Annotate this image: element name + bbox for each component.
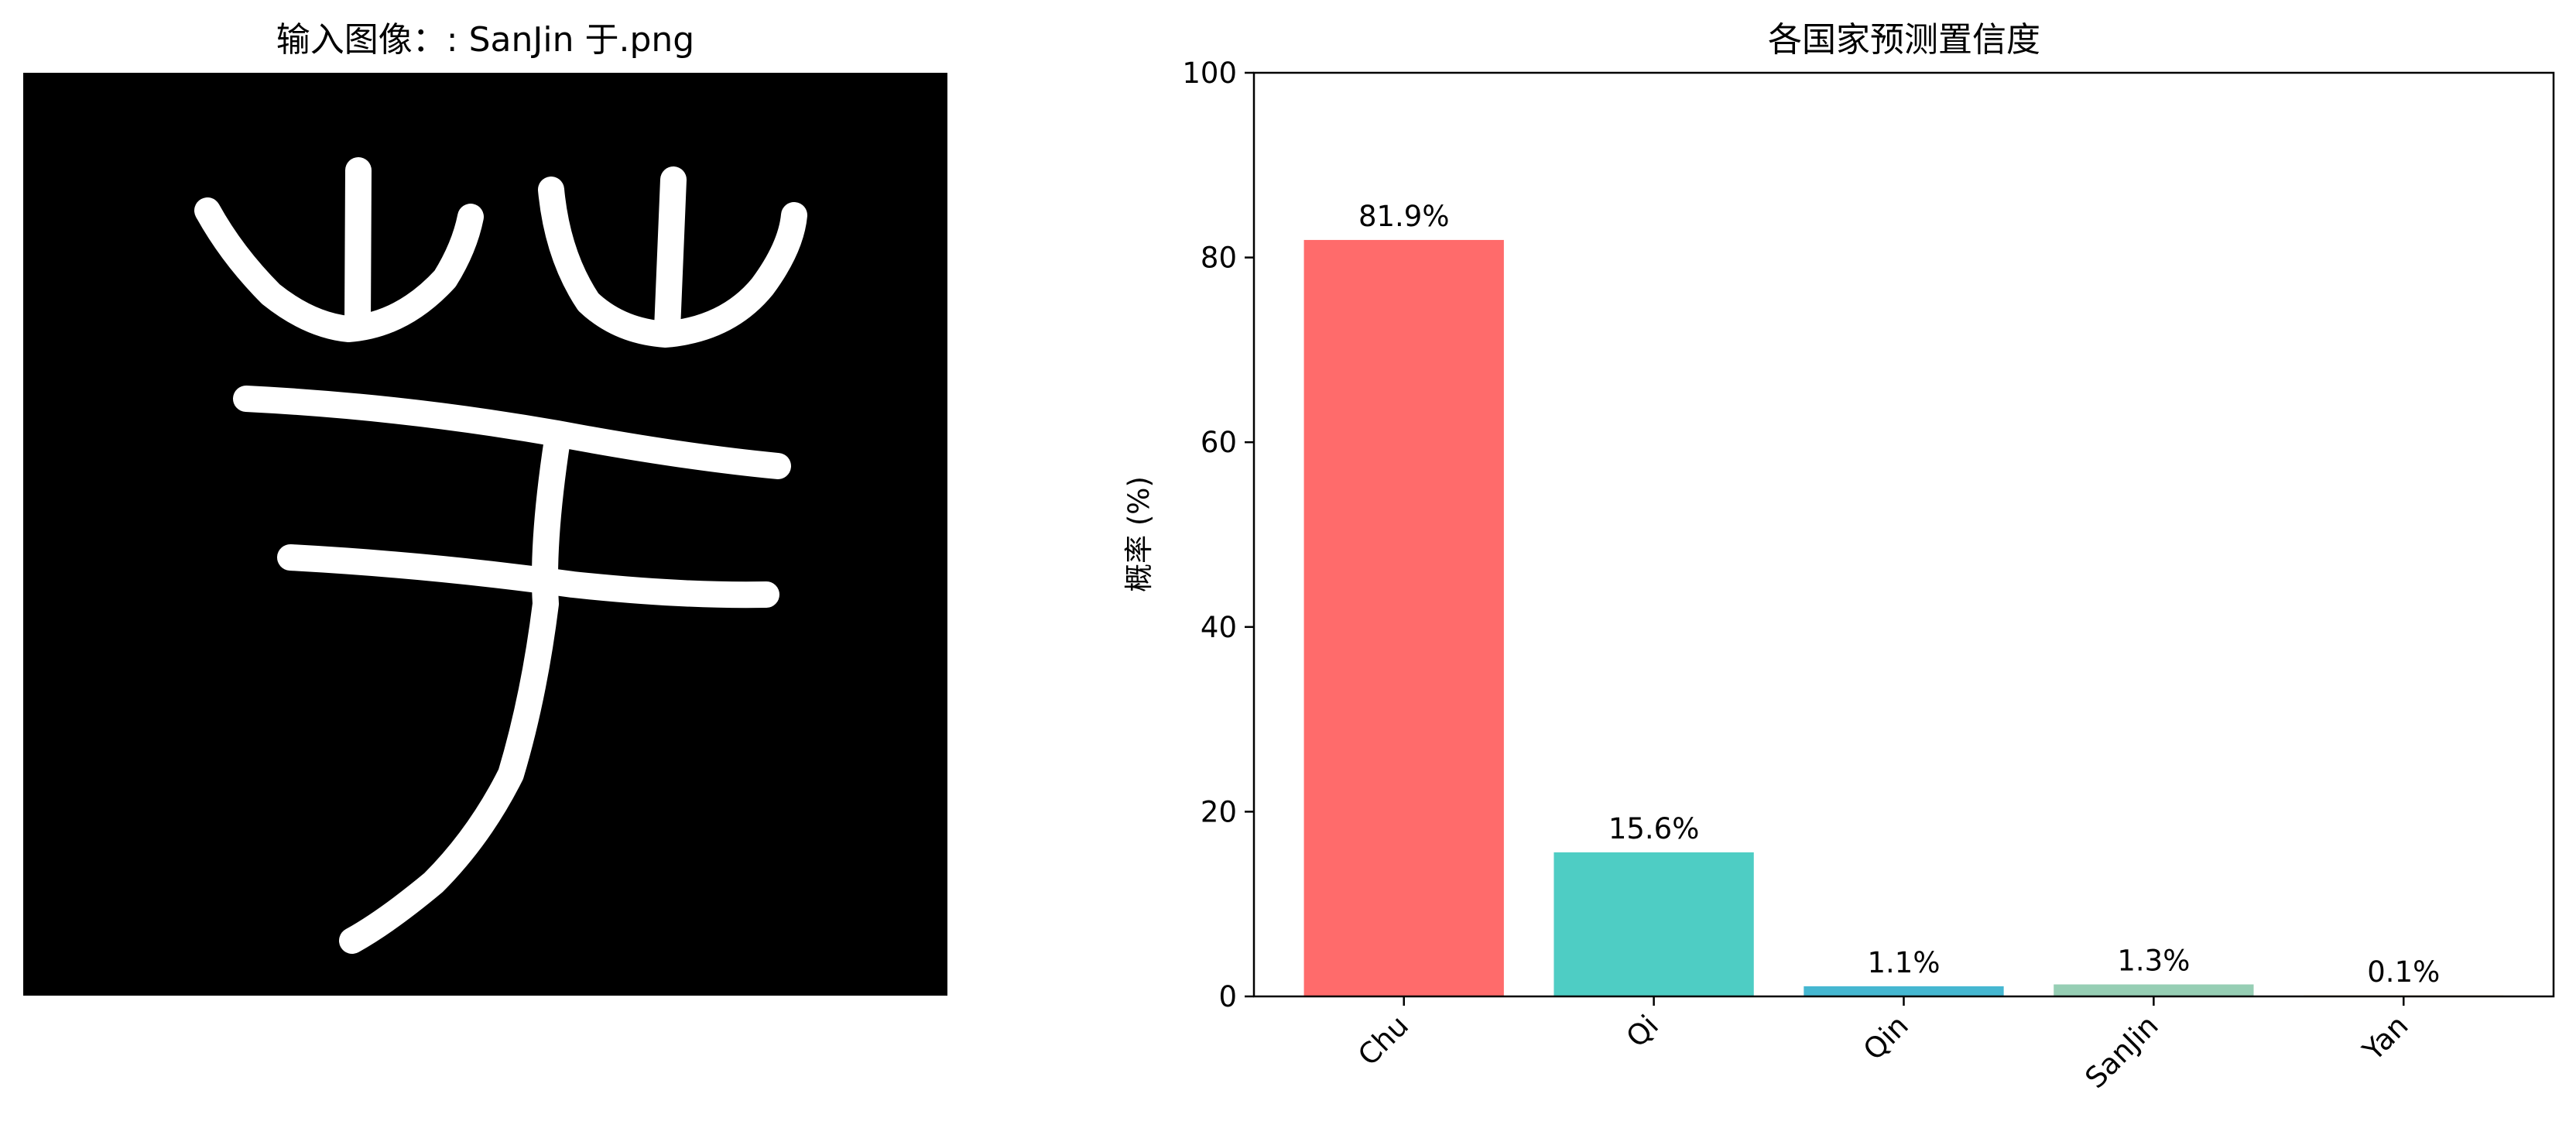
plot-area-frame	[1252, 71, 2555, 998]
bar-chu	[1303, 239, 1504, 997]
value-label-qi: 15.6%	[1608, 812, 1700, 845]
y-tick-label: 80	[1201, 242, 1237, 275]
input-image-title: 输入图像：: SanJin 于.png	[276, 20, 694, 60]
bar-chart-panel: 各国家预测置信度 概率 (%) 0 20 40 60 80 100 81.9% 15.6% 1…	[1122, 20, 2555, 1095]
bar-sanjin	[2054, 984, 2254, 996]
y-axis-ticks: 0 20 40 60 80 100	[1182, 57, 1254, 1013]
bar-qin	[1804, 986, 2004, 996]
x-tick-label-chu: Chu	[1351, 1009, 1415, 1072]
value-label-chu: 81.9%	[1358, 200, 1450, 233]
x-tick-label-qin: Qin	[1857, 1009, 1915, 1067]
bar-qi	[1553, 852, 1754, 996]
x-tick-label-qi: Qi	[1620, 1009, 1665, 1054]
x-tick-label-yan: Yan	[2356, 1009, 2415, 1068]
x-tick-label-sanjin: SanJin	[2079, 1009, 2165, 1095]
y-tick-label: 40	[1201, 611, 1237, 644]
y-tick-label: 20	[1201, 795, 1237, 828]
input-image-background	[23, 73, 947, 996]
value-label-yan: 0.1%	[2367, 955, 2440, 989]
y-tick-label: 100	[1182, 57, 1237, 90]
y-tick-label: 60	[1201, 426, 1237, 459]
bars-group	[1303, 239, 2504, 997]
value-labels-group: 81.9% 15.6% 1.1% 1.3% 0.1%	[1358, 200, 2440, 989]
y-axis-label: 概率 (%)	[1122, 476, 1156, 592]
x-axis-ticks: Chu Qi Qin SanJin Yan	[1351, 996, 2415, 1095]
input-image-panel: 输入图像：: SanJin 于.png	[23, 20, 947, 996]
value-label-qin: 1.1%	[1868, 946, 1941, 979]
input-glyph-image	[194, 157, 807, 954]
y-tick-label: 0	[1218, 980, 1237, 1013]
chart-title: 各国家预测置信度	[1768, 20, 2040, 60]
value-label-sanjin: 1.3%	[2117, 944, 2190, 977]
